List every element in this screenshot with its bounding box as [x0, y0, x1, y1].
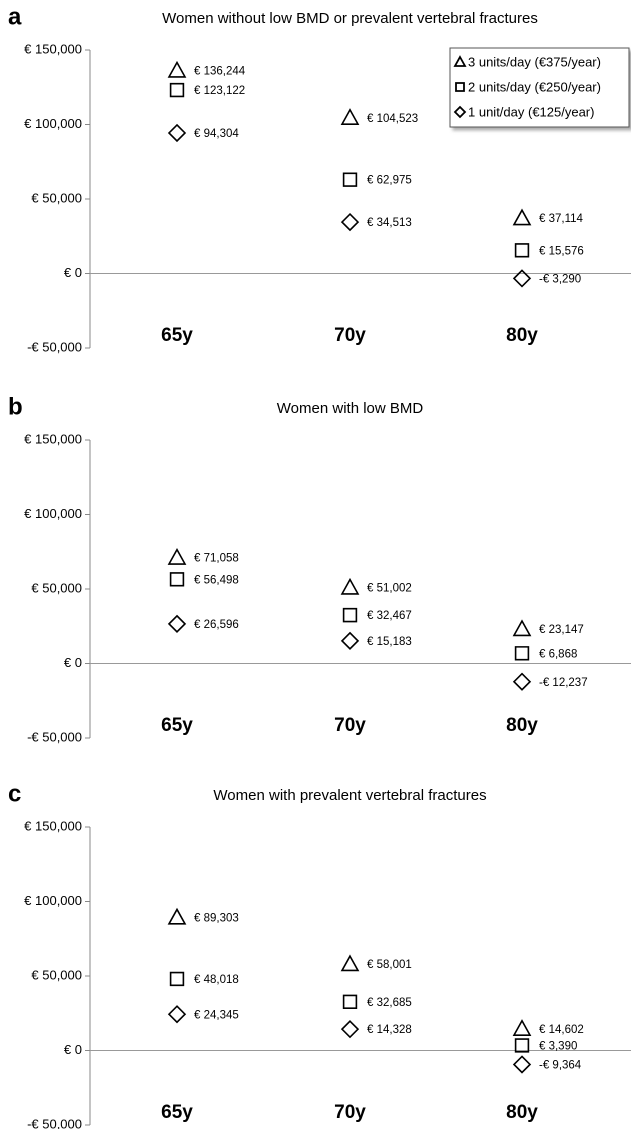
marker — [514, 646, 530, 661]
value-label: -€ 3,290 — [539, 273, 581, 285]
marker — [512, 269, 532, 288]
value-label: -€ 9,364 — [539, 1059, 582, 1071]
x-tick-label: 80y — [506, 715, 538, 736]
marker — [167, 614, 187, 634]
marker — [340, 954, 360, 972]
marker — [167, 907, 187, 925]
value-label: € 58,001 — [367, 959, 412, 971]
marker — [340, 108, 360, 125]
value-label: € 136,244 — [194, 66, 246, 78]
y-tick-label: € 50,000 — [31, 967, 82, 982]
legend-label: 2 units/day (€250/year) — [468, 79, 601, 94]
value-label: € 71,058 — [194, 553, 239, 565]
value-label: € 123,122 — [194, 85, 245, 97]
x-tick-label: 70y — [334, 1102, 366, 1123]
marker — [169, 82, 185, 98]
marker — [512, 1055, 532, 1074]
legend-box — [449, 47, 630, 128]
legend-marker — [455, 82, 465, 92]
marker — [167, 123, 187, 143]
x-tick-label: 65y — [161, 715, 193, 736]
y-tick-label: € 150,000 — [24, 818, 82, 833]
x-tick-label: 70y — [334, 325, 366, 346]
marker — [342, 172, 358, 187]
y-tick-label: € 150,000 — [24, 431, 82, 446]
marker — [342, 607, 358, 623]
y-tick-label: -€ 50,000 — [27, 1116, 82, 1129]
marker — [167, 1005, 187, 1024]
marker — [340, 631, 360, 651]
value-label: € 14,602 — [539, 1024, 584, 1036]
panel-letter: c — [8, 780, 21, 807]
y-tick-label: € 100,000 — [24, 506, 82, 521]
y-tick-label: -€ 50,000 — [27, 339, 82, 354]
y-tick-label: € 50,000 — [31, 580, 82, 595]
legend-label: 1 unit/day (€125/year) — [468, 104, 594, 119]
value-label: € 48,018 — [194, 974, 239, 986]
value-label: € 32,685 — [367, 997, 412, 1009]
marker — [340, 1020, 360, 1039]
marker — [340, 212, 360, 232]
x-tick-label: 80y — [506, 325, 538, 346]
y-tick-label: -€ 50,000 — [27, 729, 82, 744]
value-label: € 23,147 — [539, 624, 584, 636]
marker — [514, 243, 530, 258]
x-tick-label: 65y — [161, 325, 193, 346]
value-label: € 6,868 — [539, 648, 577, 660]
y-tick-label: € 0 — [64, 265, 82, 280]
y-tick-label: € 100,000 — [24, 893, 82, 908]
chart-title: Women with low BMD — [277, 400, 424, 417]
marker — [340, 577, 360, 595]
value-label: € 32,467 — [367, 610, 412, 622]
marker — [169, 971, 185, 987]
marker — [167, 547, 187, 565]
y-tick-label: € 0 — [64, 1042, 82, 1057]
chart-title: Women with prevalent vertebral fractures — [213, 787, 486, 804]
x-tick-label: 65y — [161, 1102, 193, 1123]
value-label: € 14,328 — [367, 1024, 412, 1036]
legend-label: 3 units/day (€375/year) — [468, 54, 601, 69]
chart-title: Women without low BMD or prevalent verte… — [162, 10, 538, 27]
value-label: -€ 12,237 — [539, 677, 588, 689]
value-label: € 34,513 — [367, 217, 412, 229]
value-label: € 51,002 — [367, 583, 412, 595]
marker — [167, 60, 187, 78]
legend-marker — [453, 105, 467, 119]
value-label: € 104,523 — [367, 113, 418, 125]
value-label: € 15,183 — [367, 636, 412, 648]
panel-letter: a — [8, 3, 22, 30]
panel-letter: b — [8, 393, 23, 420]
legend-marker — [453, 55, 467, 67]
x-tick-label: 70y — [334, 715, 366, 736]
value-label: € 26,596 — [194, 619, 239, 631]
y-tick-label: € 100,000 — [24, 116, 82, 131]
marker — [342, 994, 358, 1009]
marker — [512, 672, 532, 691]
value-label: € 56,498 — [194, 574, 239, 586]
y-tick-label: € 50,000 — [31, 190, 82, 205]
marker — [512, 619, 532, 637]
y-tick-label: € 150,000 — [24, 41, 82, 56]
value-label: € 94,304 — [194, 128, 239, 140]
value-label: € 62,975 — [367, 175, 412, 187]
marker — [512, 1019, 532, 1036]
value-label: € 89,303 — [194, 912, 239, 924]
x-tick-label: 80y — [506, 1102, 538, 1123]
value-label: € 24,345 — [194, 1009, 239, 1021]
value-label: € 37,114 — [539, 213, 584, 225]
value-label: € 15,576 — [539, 245, 584, 257]
marker — [512, 208, 532, 226]
value-label: € 3,390 — [539, 1040, 577, 1052]
y-tick-label: € 0 — [64, 655, 82, 670]
marker — [169, 572, 185, 587]
marker — [514, 1038, 530, 1053]
